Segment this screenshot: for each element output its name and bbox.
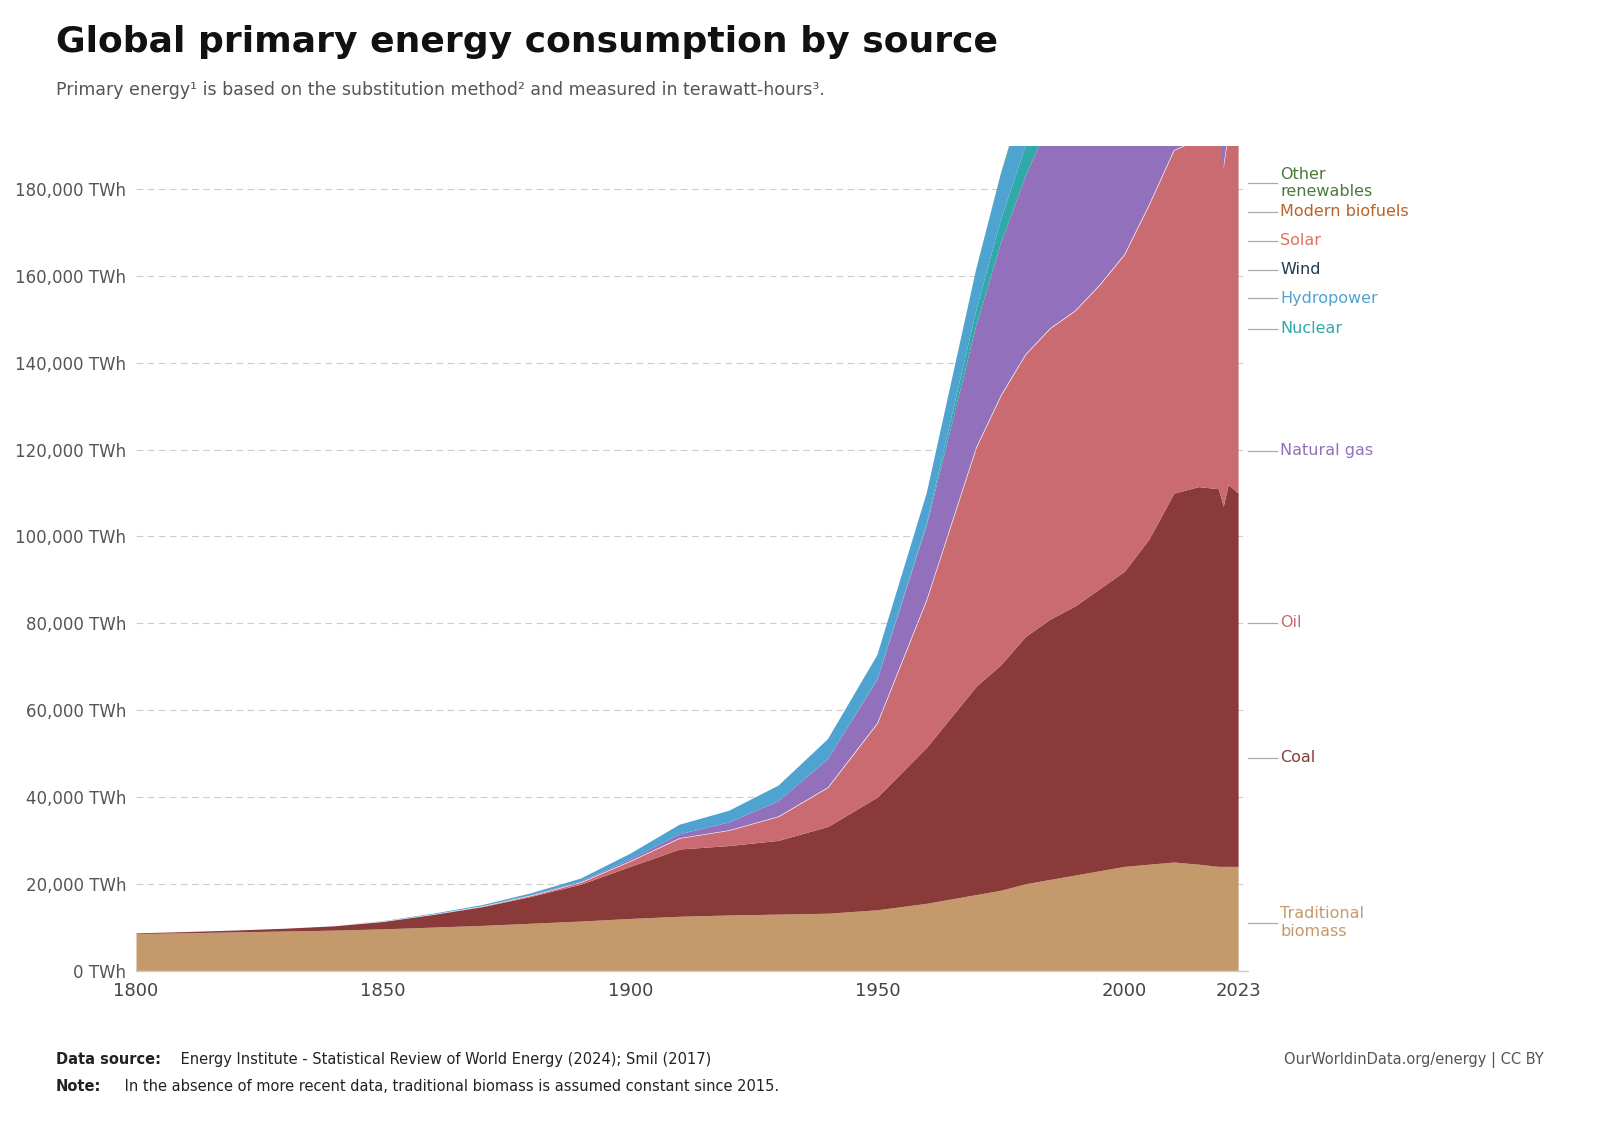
Text: Energy Institute - Statistical Review of World Energy (2024); Smil (2017): Energy Institute - Statistical Review of… [176,1052,712,1067]
Text: Data source:: Data source: [56,1052,162,1067]
Text: Hydropower: Hydropower [1280,291,1378,306]
Text: In the absence of more recent data, traditional biomass is assumed constant sinc: In the absence of more recent data, trad… [120,1079,779,1094]
Text: Modern biofuels: Modern biofuels [1280,204,1408,219]
Text: Our World: Our World [1426,34,1509,49]
Text: Natural gas: Natural gas [1280,443,1373,459]
Text: Primary energy¹ is based on the substitution method² and measured in terawatt-ho: Primary energy¹ is based on the substitu… [56,81,826,99]
Text: OurWorldinData.org/energy | CC BY: OurWorldinData.org/energy | CC BY [1285,1052,1544,1068]
Text: Note:: Note: [56,1079,101,1094]
Text: Traditional
biomass: Traditional biomass [1280,907,1363,939]
Text: Solar: Solar [1280,233,1322,248]
Text: in Data: in Data [1437,61,1498,76]
Text: Global primary energy consumption by source: Global primary energy consumption by sou… [56,25,998,58]
Text: Coal: Coal [1280,751,1315,765]
Text: Oil: Oil [1280,615,1301,631]
Text: Wind: Wind [1280,263,1320,277]
Text: Other
renewables: Other renewables [1280,167,1373,200]
Text: Nuclear: Nuclear [1280,321,1342,337]
